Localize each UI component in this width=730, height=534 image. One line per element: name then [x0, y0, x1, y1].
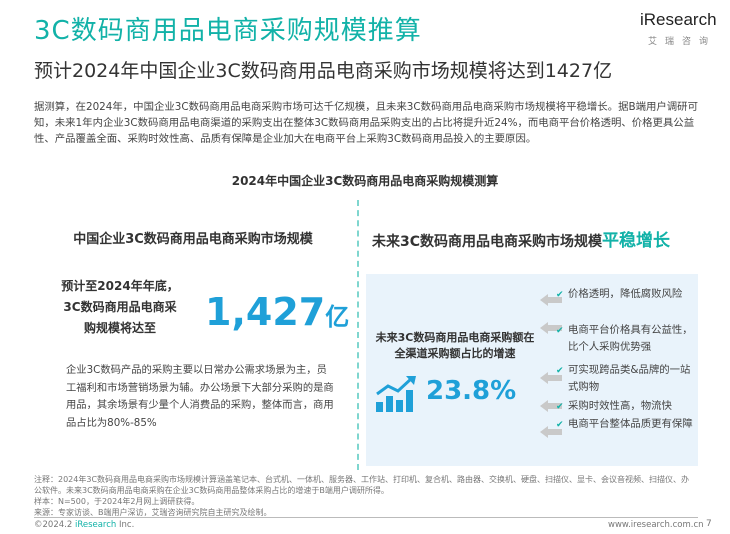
reason-text: 采购时效性高，物流快: [568, 400, 672, 412]
left-arrow-icon: [540, 400, 562, 412]
copyright-suffix: Inc.: [116, 520, 135, 530]
reason-item: ✔ 可实现跨品类&品牌的一站式购物: [556, 362, 696, 396]
panel-divider: [357, 200, 359, 470]
figure-title: 2024年中国企业3C数码商用品电商采购规模测算: [231, 174, 499, 188]
right-panel-heading: 未来3C数码商用品电商采购市场规模平稳增长: [372, 226, 670, 251]
reason-text: 价格透明，降低腐败风险: [568, 288, 683, 300]
page-number: 7: [706, 519, 712, 529]
logo-chinese: 艾瑞咨询: [648, 37, 717, 47]
forecast-line: 预计至2024年年底，: [61, 279, 179, 293]
market-size-number: 1,427: [205, 290, 326, 334]
growth-chart-icon: [376, 376, 416, 412]
forecast-description: 预计至2024年年底， 3C数码商用品电商采 购规模将达至: [58, 276, 182, 339]
footnote: 注释：2024年3C数码商用品电商采购市场规模计算涵盖笔记本、台式机、一体机、服…: [34, 475, 690, 517]
left-arrow-icon: [540, 426, 562, 438]
site-url-link[interactable]: www.iresearch.com.cn: [608, 520, 704, 530]
reason-item: ✔ 电商平台价格具有公益性，比个人采购优势强: [556, 322, 696, 356]
reason-item: ✔ 采购时效性高，物流快: [556, 398, 696, 415]
iresearch-logo: iResearch 艾瑞咨询: [640, 10, 717, 50]
left-panel-note: 企业3C数码产品的采购主要以日常办公需求场景为主，员工福利和市场营销场景为辅。办…: [66, 364, 334, 429]
left-arrow-icon: [540, 294, 562, 306]
page-title: 3C数码商用品电商采购规模推算: [34, 16, 422, 46]
right-heading-text: 未来3C数码商用品电商采购市场规模: [372, 234, 603, 250]
left-arrow-icon: [540, 372, 562, 384]
logo-wordmark: iResearch: [640, 10, 717, 29]
market-size-unit: 亿: [325, 303, 350, 331]
right-heading-accent: 平稳增长: [602, 231, 671, 251]
reason-text: 电商平台价格具有公益性，比个人采购优势强: [568, 324, 693, 353]
growth-label-line: 未来3C数码商用品电商采购额在: [375, 331, 535, 344]
reason-item: ✔ 电商平台整体品质更有保障: [556, 416, 696, 433]
reason-text: 电商平台整体品质更有保障: [568, 418, 693, 430]
left-panel-heading: 中国企业3C数码商用品电商采购市场规模: [73, 232, 313, 247]
check-icon: ✔: [556, 326, 564, 336]
growth-value: 23.8%: [426, 376, 517, 406]
growth-label-line: 全渠道采购额占比的增速: [394, 347, 516, 360]
footer-rule: [34, 517, 698, 518]
check-icon: ✔: [556, 290, 564, 300]
growth-label: 未来3C数码商用品电商采购额在 全渠道采购额占比的增速: [372, 330, 538, 362]
reason-item: ✔ 价格透明，降低腐败风险: [556, 286, 696, 303]
left-arrow-icon: [540, 322, 562, 334]
check-icon: ✔: [556, 420, 564, 430]
forecast-line: 购规模将达至: [83, 321, 156, 335]
copyright: ©2024.2 iResearch Inc.: [34, 520, 134, 530]
check-icon: ✔: [556, 402, 564, 412]
intro-paragraph: 据测算，在2024年，中国企业3C数码商用品电商采购市场可达千亿规模，且未来3C…: [34, 101, 698, 145]
forecast-line: 3C数码商用品电商采: [63, 300, 177, 314]
check-icon: ✔: [556, 366, 564, 376]
page-subtitle: 预计2024年中国企业3C数码商用品电商采购市场规模将达到1427亿: [34, 60, 613, 82]
market-size-value: 1,427亿: [205, 290, 349, 334]
copyright-brand: iResearch: [74, 520, 117, 530]
copyright-prefix: ©2024.2: [34, 520, 75, 530]
right-panel-box: [366, 274, 698, 466]
reason-text: 可实现跨品类&品牌的一站式购物: [568, 364, 691, 393]
